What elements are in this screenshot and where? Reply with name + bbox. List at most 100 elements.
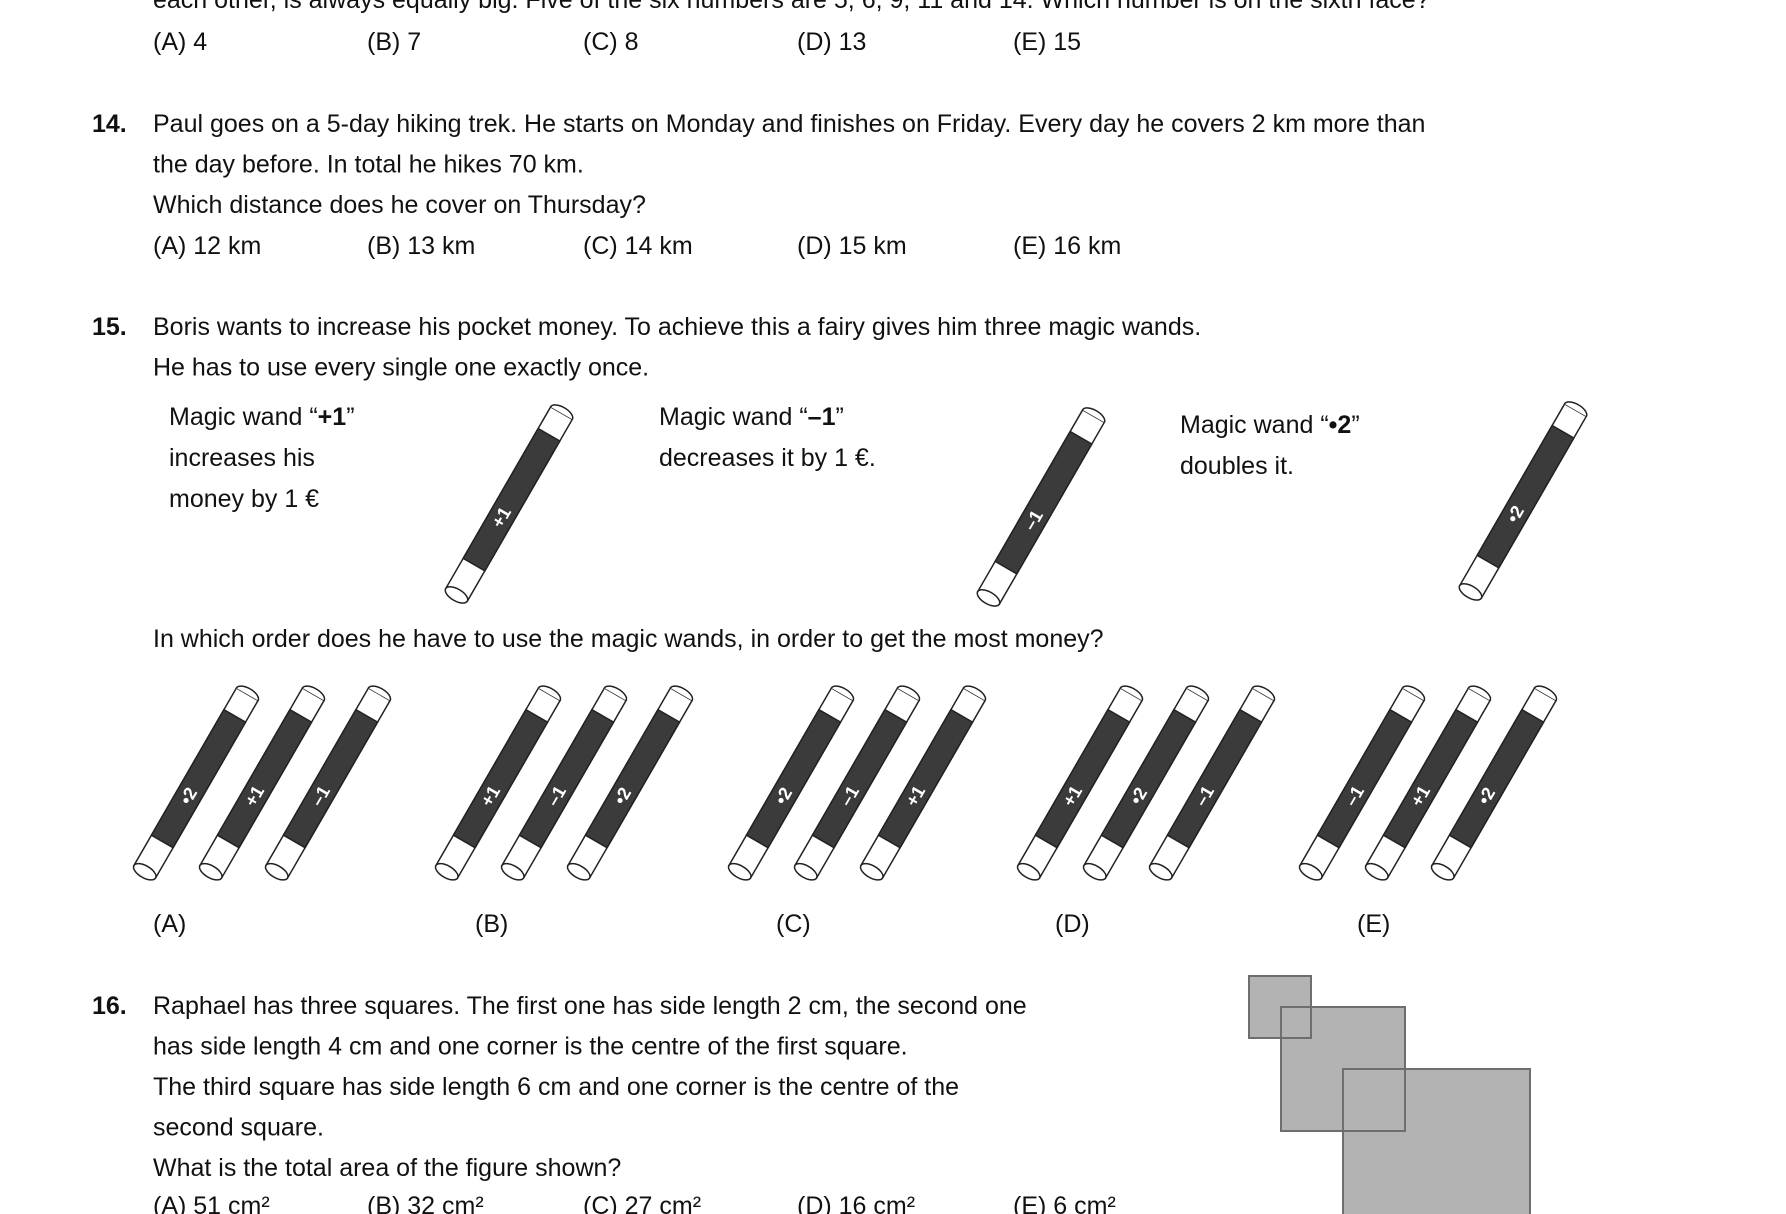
magic-wand: –1 xyxy=(1148,685,1276,881)
magic-wand: +1 xyxy=(444,404,574,604)
wand-band xyxy=(462,427,561,572)
wand-end xyxy=(434,862,459,881)
wand-tip xyxy=(1467,685,1492,701)
wand-end xyxy=(132,862,157,881)
answer-option: (B) 32 cm² xyxy=(367,1192,484,1214)
magic-wand: •2 xyxy=(1430,685,1558,881)
wand-title-suffix: ” xyxy=(346,403,354,431)
wand-band xyxy=(745,708,842,849)
wand-tip xyxy=(962,685,987,701)
answer-option: (E) 16 km xyxy=(1013,232,1121,260)
answer-option: (B) 13 km xyxy=(367,232,475,260)
magic-wand: •2 xyxy=(132,685,260,881)
wand-tip xyxy=(1564,401,1588,417)
wand-tip xyxy=(830,685,855,701)
square-outline xyxy=(1342,1068,1531,1214)
wand-band xyxy=(1476,424,1575,569)
question-text: has side length 4 cm and one corner is t… xyxy=(153,1033,908,1061)
question-text: Boris wants to increase his pocket money… xyxy=(153,313,1201,341)
magic-wand: +1 xyxy=(1016,685,1144,881)
wand-title-label: –1 xyxy=(808,403,836,431)
wand-tip xyxy=(603,685,628,701)
answer-option: (E) 6 cm² xyxy=(1013,1192,1116,1214)
answer-option: (D) xyxy=(1055,910,1090,938)
wand-band xyxy=(1316,708,1413,849)
wand-tip xyxy=(537,685,562,701)
wand-tip xyxy=(1119,685,1144,701)
wand-end xyxy=(793,862,818,881)
wand-tip xyxy=(367,685,392,701)
magic-wand: –1 xyxy=(1298,685,1426,881)
wand-title-prefix: Magic wand “ xyxy=(1180,411,1329,439)
magic-wand: –1 xyxy=(264,685,392,881)
wand-band xyxy=(518,708,615,849)
question-text: The third square has side length 6 cm an… xyxy=(153,1073,959,1101)
wand-end xyxy=(727,862,752,881)
answer-option: (C) 8 xyxy=(583,28,639,56)
magic-wand: –1 xyxy=(500,685,628,881)
wand-title: Magic wand “+1” xyxy=(169,403,355,431)
wand-title: Magic wand “•2” xyxy=(1180,411,1360,439)
magic-wand: +1 xyxy=(859,685,987,881)
wand-end xyxy=(976,589,1001,607)
wand-end xyxy=(566,862,591,881)
wand-band xyxy=(1166,708,1263,849)
answer-option: (C) xyxy=(776,910,811,938)
wand-band xyxy=(584,708,681,849)
wand-end xyxy=(444,586,469,604)
wand-tip xyxy=(1251,685,1276,701)
wand-title-suffix: ” xyxy=(1351,411,1359,439)
answer-option: (D) 15 km xyxy=(797,232,907,260)
answer-option: (A) xyxy=(153,910,186,938)
wand-description: increases his xyxy=(169,444,315,472)
question-number: 16. xyxy=(92,992,127,1020)
wand-tip xyxy=(896,685,921,701)
answer-option: (B) xyxy=(475,910,508,938)
question-text: second square. xyxy=(153,1114,324,1142)
wand-band xyxy=(452,708,549,849)
wand-tip xyxy=(1082,407,1106,423)
wand-end xyxy=(1458,583,1483,601)
question-text: Paul goes on a 5-day hiking trek. He sta… xyxy=(153,110,1425,138)
question-number: 15. xyxy=(92,313,127,341)
wand-tip xyxy=(1401,685,1426,701)
answer-option: (E) xyxy=(1357,910,1390,938)
wand-title-label: •2 xyxy=(1329,411,1352,439)
wand-band xyxy=(216,708,313,849)
answer-option: (E) 15 xyxy=(1013,28,1081,56)
answer-option: (A) 51 cm² xyxy=(153,1192,270,1214)
answer-option: (A) 12 km xyxy=(153,232,261,260)
magic-wand: –1 xyxy=(793,685,921,881)
wand-end xyxy=(264,862,289,881)
question-text: the day before. In total he hikes 70 km. xyxy=(153,151,584,179)
answer-option: (A) 4 xyxy=(153,28,207,56)
wand-end xyxy=(1364,862,1389,881)
wand-description: money by 1 € xyxy=(169,485,319,513)
magic-wand: –1 xyxy=(976,407,1106,607)
wand-band xyxy=(811,708,908,849)
magic-wand: •2 xyxy=(727,685,855,881)
answer-option: (C) 14 km xyxy=(583,232,693,260)
wand-title-label: +1 xyxy=(318,403,347,431)
magic-wand: •2 xyxy=(1458,401,1588,601)
wand-band xyxy=(1448,708,1545,849)
wand-tip xyxy=(301,685,326,701)
wand-title: Magic wand “–1” xyxy=(659,403,844,431)
answer-option: (C) 27 cm² xyxy=(583,1192,701,1214)
question-text: Which distance does he cover on Thursday… xyxy=(153,191,646,219)
wand-title-prefix: Magic wand “ xyxy=(659,403,808,431)
wand-band xyxy=(994,430,1093,575)
wand-tip xyxy=(1533,685,1558,701)
answer-option: (D) 13 xyxy=(797,28,866,56)
wand-tip xyxy=(550,404,574,420)
magic-wand: •2 xyxy=(566,685,694,881)
wand-end xyxy=(500,862,525,881)
question-text: In which order does he have to use the m… xyxy=(153,625,1104,653)
wand-end xyxy=(1082,862,1107,881)
wand-tip xyxy=(1185,685,1210,701)
answer-option: (B) 7 xyxy=(367,28,421,56)
wand-end xyxy=(859,862,884,881)
wand-tip xyxy=(669,685,694,701)
magic-wand: +1 xyxy=(1364,685,1492,881)
